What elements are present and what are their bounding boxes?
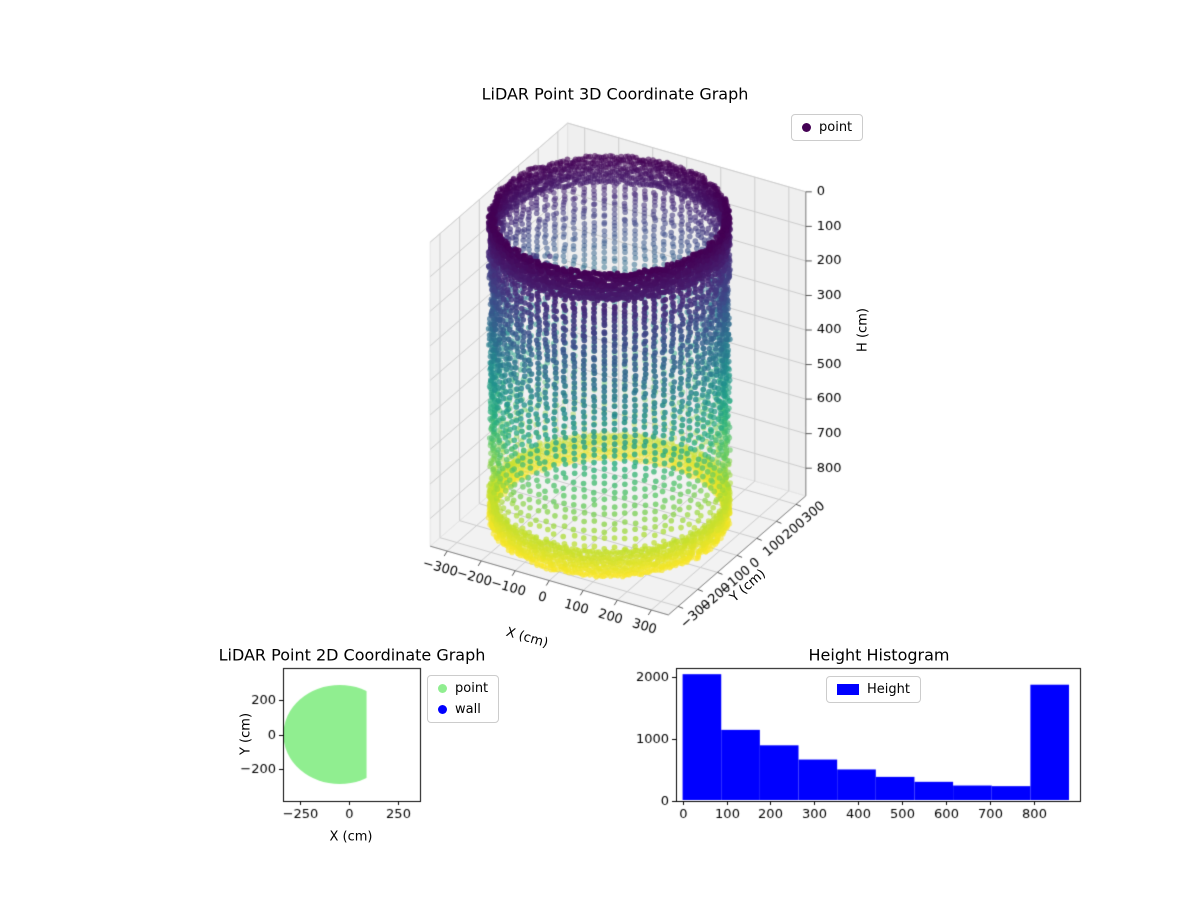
point-scatter-marker-icon <box>802 123 811 132</box>
histogram-legend-label: Height <box>867 682 910 697</box>
histogram-title: Height Histogram <box>808 645 950 665</box>
height-bar-marker-icon <box>837 684 859 695</box>
point-marker-icon <box>438 684 447 693</box>
plot2d-xaxis-label: X (cm) <box>329 829 373 845</box>
plot3d-legend: point <box>791 114 864 141</box>
plot2d-legend-label-wall: wall <box>455 702 481 717</box>
histogram-legend: Height <box>826 676 921 703</box>
plot2d-legend-item-point: point <box>438 681 488 696</box>
plot2d-title: LiDAR Point 2D Coordinate Graph <box>218 645 486 665</box>
plot2d-legend-item-wall: wall <box>438 702 488 717</box>
plot3d-legend-label: point <box>819 120 853 135</box>
plot2d-legend-label-point: point <box>455 681 489 696</box>
histogram-legend-item-height: Height <box>837 682 910 697</box>
plot2d-yaxis-label: Y (cm) <box>238 712 254 756</box>
plot3d-title: LiDAR Point 3D Coordinate Graph <box>481 84 749 104</box>
plot3d-zaxis-label: H (cm) <box>855 308 871 352</box>
plot3d-legend-item-point: point <box>802 120 852 135</box>
wall-marker-icon <box>438 705 447 714</box>
plot2d-legend: point wall <box>427 675 500 723</box>
